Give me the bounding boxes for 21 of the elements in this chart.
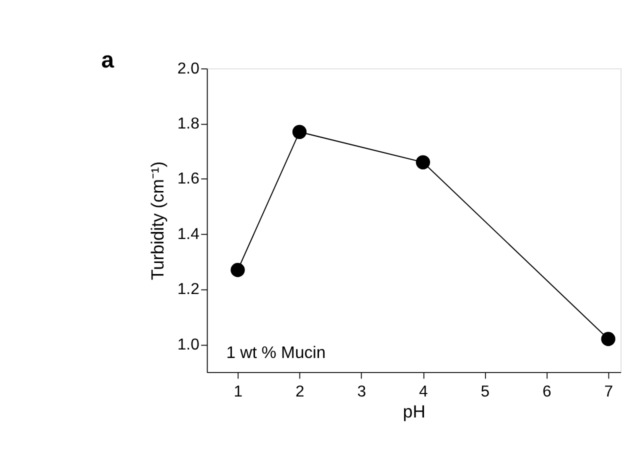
x-tick-label: 6	[542, 383, 552, 400]
x-tick-label: 1	[234, 383, 243, 400]
y-tick-label: 1.8	[177, 115, 200, 132]
x-tick-label: 7	[604, 383, 614, 400]
y-tick-label: 1.4	[177, 226, 200, 243]
y-tick-label: 2.0	[177, 60, 200, 78]
point	[416, 155, 430, 170]
y-tick-label: 1.2	[177, 281, 200, 298]
x-tick-label: 2	[296, 383, 304, 400]
x-tick-label: 4	[419, 383, 428, 400]
x-axis-title: pH	[402, 401, 426, 422]
point	[601, 332, 616, 346]
point	[230, 262, 245, 278]
annotation: 1 wt % Mucin	[226, 343, 326, 362]
text: a	[101, 46, 114, 73]
x-tick-label: 5	[480, 383, 490, 400]
y-tick-label: 1.6	[177, 170, 200, 188]
y-tick-label: 1.0	[177, 336, 200, 354]
y-axis-title: Turbidity (cm⁻¹)	[147, 161, 168, 280]
x-tick-label: 3	[357, 383, 366, 400]
point	[292, 124, 307, 140]
